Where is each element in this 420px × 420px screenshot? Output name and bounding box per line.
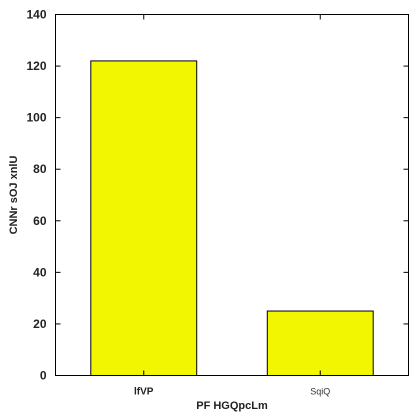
plot-frame [55, 14, 409, 376]
bars-group [90, 60, 374, 377]
bar-lfVP [90, 60, 198, 377]
y-tick-label: 20 [33, 317, 47, 331]
y-tick-label: 80 [33, 162, 47, 176]
x-axis-ticks: lfVP SqiQ [134, 14, 330, 398]
bar-SqiQ [266, 310, 374, 376]
y-tick-label: 0 [40, 369, 47, 383]
x-axis-label: PF HGQpcLm [196, 400, 268, 412]
x-tick-label: SqiQ [310, 387, 330, 397]
y-axis-label: CNNr sOJ xnlU [8, 156, 20, 235]
y-tick-label: 40 [33, 265, 47, 279]
y-tick-label: 140 [26, 8, 46, 22]
y-tick-label: 100 [26, 111, 46, 125]
y-tick-label: 60 [33, 214, 47, 228]
y-axis-ticks: 0 20 40 60 80 100 120 140 [26, 8, 409, 383]
y-tick-label: 120 [26, 59, 46, 73]
x-tick-label: lfVP [134, 387, 154, 398]
